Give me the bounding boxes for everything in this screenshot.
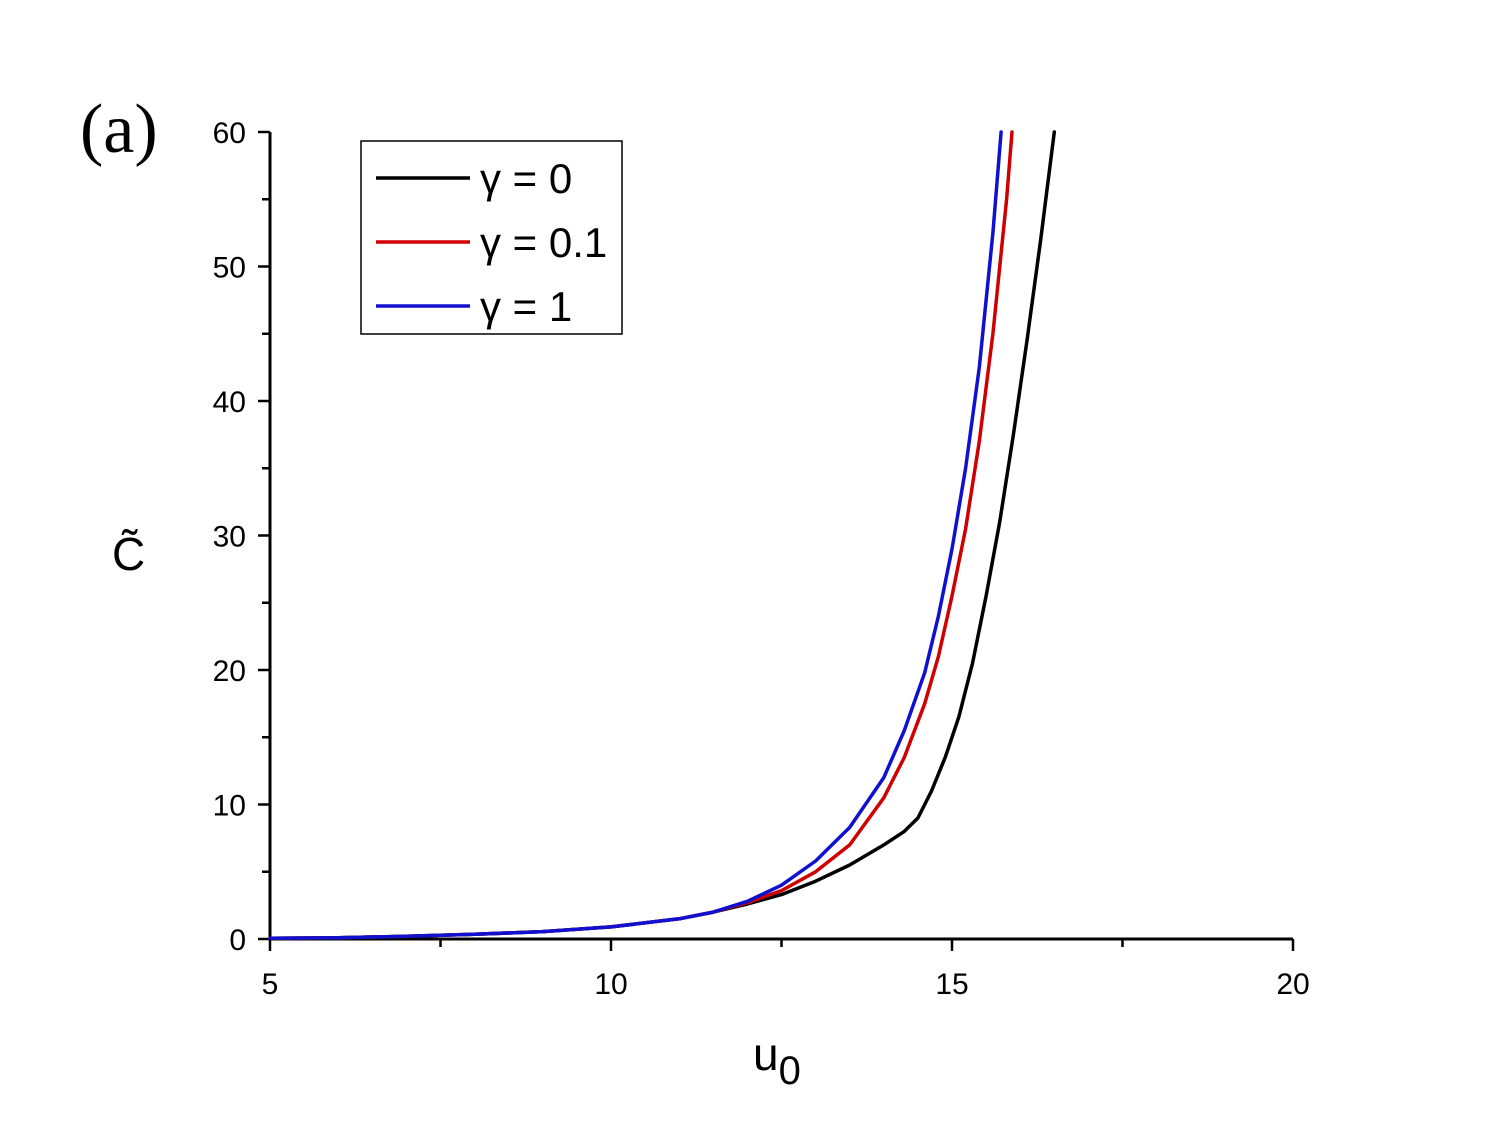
legend-label-1: γ = 0.1 (480, 219, 607, 266)
x-tick-label: 20 (1276, 968, 1309, 1001)
x-tick-label: 15 (935, 968, 968, 1001)
x-axis-title-subscript: 0 (779, 1049, 801, 1093)
y-tick-label: 30 (213, 521, 246, 554)
x-tick-label: 5 (262, 968, 279, 1001)
y-axis-title: C̃ (112, 528, 145, 580)
x-tick-label: 10 (594, 968, 627, 1001)
series-line-2 (268, 130, 1003, 941)
x-axis-title-main: u (753, 1028, 779, 1080)
y-tick-label: 20 (213, 655, 246, 688)
series-group (268, 130, 1057, 941)
panel-label: (a) (80, 91, 158, 168)
axes: 5 10 15 20 0 10 20 30 40 50 60 (213, 117, 1310, 1001)
legend-label-2: γ = 1 (480, 283, 572, 330)
legend-label-0: γ = 0 (480, 155, 572, 202)
y-tick-label: 40 (213, 386, 246, 419)
x-axis-title: u0 (753, 1028, 801, 1093)
y-tick-label: 60 (213, 117, 246, 150)
legend-box (360, 140, 623, 335)
y-tick-label: 0 (229, 924, 246, 957)
y-tick-label: 10 (213, 790, 246, 823)
y-tick-label: 50 (213, 252, 246, 285)
legend: γ = 0 γ = 0.1 γ = 1 (360, 140, 623, 335)
